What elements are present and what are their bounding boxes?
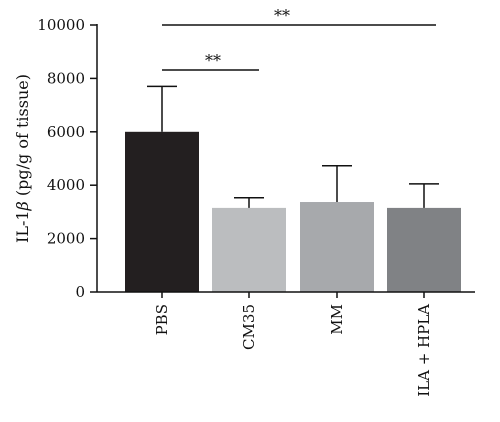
x-tick-label-cm35: CM35	[240, 304, 258, 350]
y-axis-title-group: IL-1β (pg/g of tissue)	[13, 74, 32, 243]
bar-cm35	[212, 207, 286, 292]
bars-layer	[125, 131, 461, 292]
y-axis-title-symbol: β	[13, 201, 32, 211]
x-tick-label-ila-hpla: ILA + HPLA	[415, 304, 433, 397]
y-tick-label-10000: 10000	[37, 16, 85, 34]
y-axis-title: IL-1β (pg/g of tissue)	[13, 74, 32, 243]
significance-label-1: **	[274, 6, 290, 25]
significance-layer: ** **	[162, 6, 436, 71]
axes-layer: 0 2000 4000 6000 8000 10000 PBS CM35 MM ILA + HPL…	[37, 16, 475, 397]
y-axis-title-suffix: (pg/g of tissue)	[13, 74, 32, 201]
x-tick-label-pbs: PBS	[153, 304, 171, 335]
bar-mm	[300, 202, 374, 292]
x-tick-label-mm: MM	[328, 304, 346, 335]
y-axis-title-prefix: IL-1	[13, 210, 32, 243]
y-tick-label-6000: 6000	[47, 123, 85, 141]
error-bars-layer	[147, 85, 439, 208]
y-tick-label-2000: 2000	[47, 230, 85, 248]
y-tick-label-8000: 8000	[47, 69, 85, 87]
y-tick-label-0: 0	[75, 283, 85, 301]
bar-pbs	[125, 131, 199, 292]
y-tick-label-4000: 4000	[47, 176, 85, 194]
significance-label-2: **	[205, 51, 221, 70]
bar-ila-hpla	[387, 207, 461, 292]
